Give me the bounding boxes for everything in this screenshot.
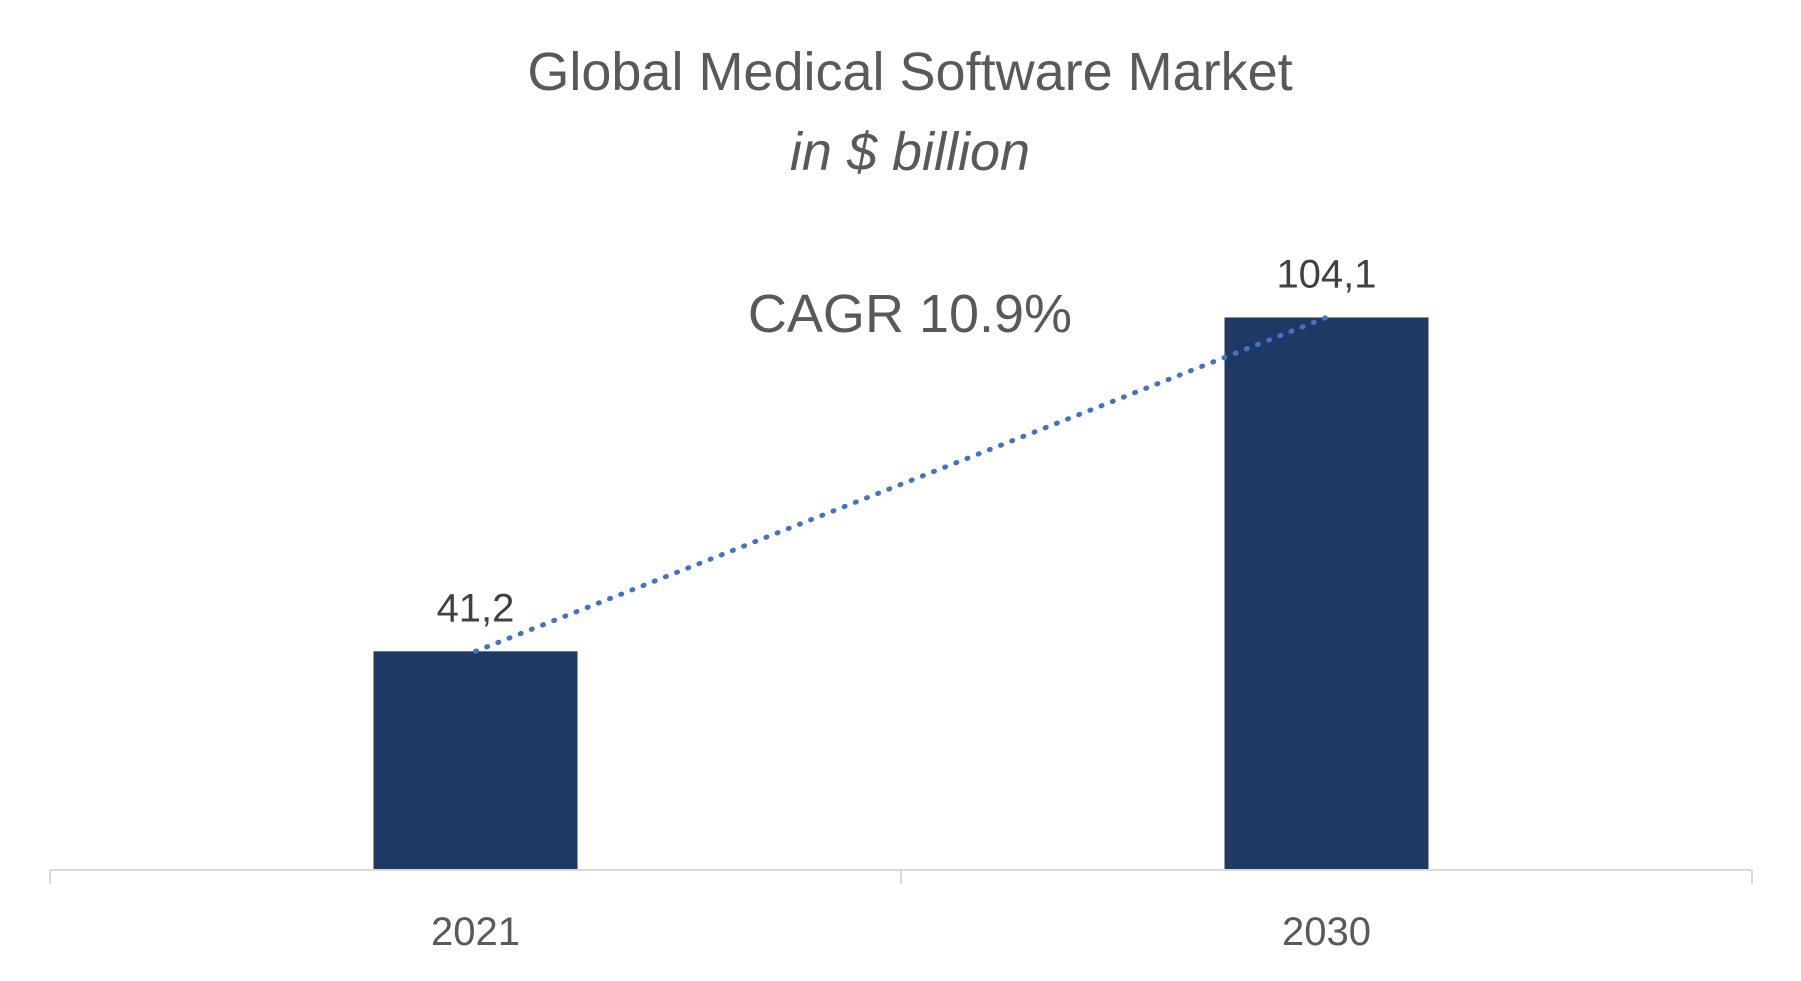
trendline — [473, 314, 1329, 654]
cagr-annotation: CAGR 10.9% — [748, 284, 1072, 344]
data-label-2030: 104,1 — [1276, 252, 1376, 296]
trendline-layer — [473, 314, 1329, 654]
bar-2021 — [373, 651, 578, 870]
x-axis: 2021 2030 — [49, 869, 1753, 954]
labels-layer: 41,2 104,1 — [437, 252, 1377, 630]
chart-title: Global Medical Software Market — [527, 42, 1292, 102]
chart-subtitle: in $ billion — [790, 122, 1030, 182]
bar-2030 — [1224, 317, 1429, 870]
data-label-2021: 41,2 — [437, 586, 515, 630]
bars-layer — [373, 317, 1429, 870]
x-tick-label-2021: 2021 — [431, 910, 520, 954]
x-tick-label-2030: 2030 — [1282, 910, 1371, 954]
